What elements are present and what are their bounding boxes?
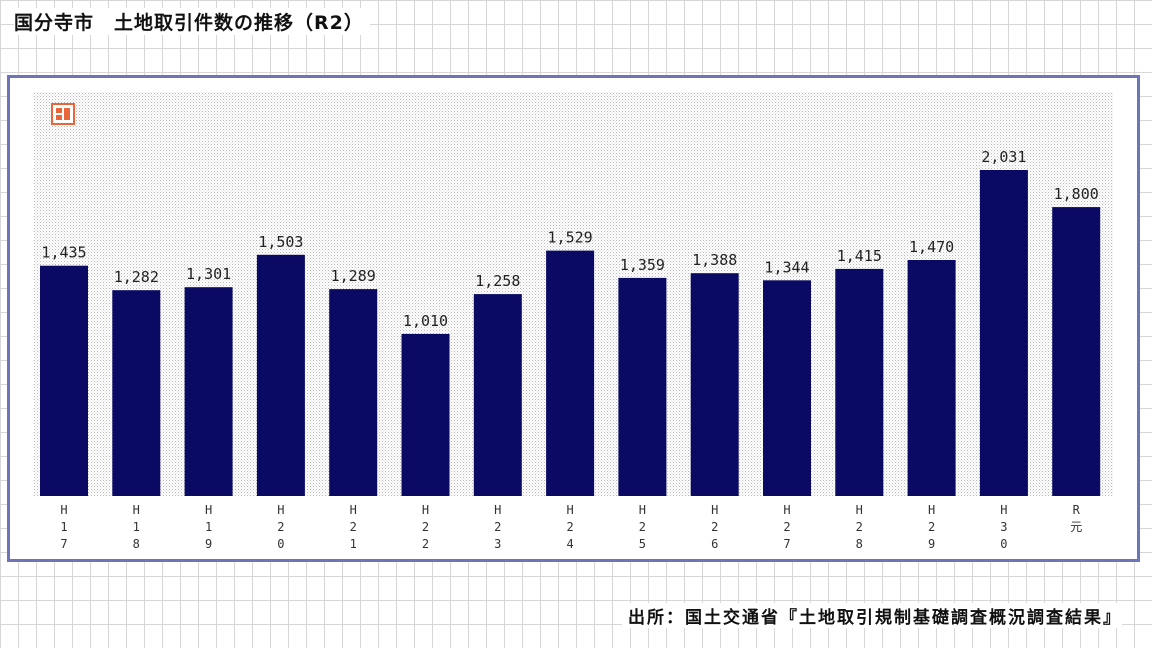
data-label-H21: 1,289	[331, 267, 376, 285]
data-label-H26: 1,388	[692, 251, 737, 269]
bar-H26	[690, 273, 739, 496]
data-label-R元: 1,800	[1054, 185, 1099, 203]
bar-R元	[1052, 207, 1101, 496]
data-label-H22: 1,010	[403, 312, 448, 330]
bar-chart: 1,435 1,282 1,301 1,503 1,289 1,010 1,258 1,529…	[34, 92, 1113, 551]
data-label-H25: 1,359	[620, 256, 665, 274]
data-label-H19: 1,301	[186, 265, 231, 283]
bar-H30	[979, 170, 1028, 496]
bar-H25	[618, 277, 667, 496]
source-note: 出所：国土交通省『土地取引規制基礎調査概況調査結果』	[622, 603, 1122, 628]
data-label-H17: 1,435	[41, 244, 86, 262]
data-label-H23: 1,258	[475, 272, 520, 290]
bar-H29	[907, 260, 956, 496]
bar-H22	[401, 333, 450, 496]
bar-H28	[835, 268, 884, 496]
bar-H24	[546, 250, 595, 496]
bar-H19	[184, 287, 233, 496]
data-label-H30: 2,031	[981, 148, 1026, 166]
bar-H23	[473, 294, 522, 496]
data-label-H20: 1,503	[258, 233, 303, 251]
page-title: 国分寺市 土地取引件数の推移（R2）	[14, 8, 370, 35]
chart-badge-icon	[51, 103, 75, 125]
bar-H20	[256, 254, 305, 496]
bar-H21	[329, 289, 378, 496]
data-label-H27: 1,344	[764, 258, 809, 276]
bar-H18	[112, 290, 161, 496]
chart-frame: 1,435 1,282 1,301 1,503 1,289 1,010 1,258 1,529…	[7, 75, 1140, 562]
data-label-H24: 1,529	[548, 229, 593, 247]
data-label-H29: 1,470	[909, 238, 954, 256]
bar-H27	[763, 280, 811, 496]
data-label-H18: 1,282	[114, 268, 159, 286]
data-label-H28: 1,415	[837, 247, 882, 265]
bar-H17	[40, 265, 88, 496]
